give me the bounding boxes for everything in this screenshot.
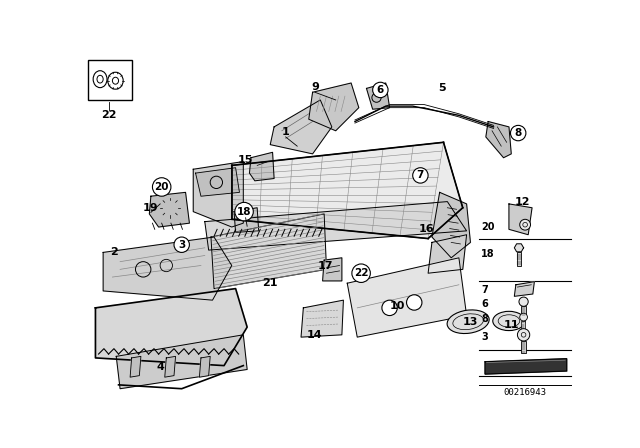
Text: 5: 5 <box>438 82 446 93</box>
Text: 18: 18 <box>481 249 495 259</box>
Bar <box>516 252 521 266</box>
Polygon shape <box>515 244 524 252</box>
Polygon shape <box>200 356 210 377</box>
Text: 7: 7 <box>417 170 424 181</box>
Circle shape <box>372 82 388 98</box>
Bar <box>521 306 526 317</box>
Polygon shape <box>130 356 141 377</box>
Text: 13: 13 <box>463 317 478 327</box>
Text: 15: 15 <box>238 155 253 165</box>
Polygon shape <box>323 258 342 281</box>
Polygon shape <box>164 356 175 377</box>
Text: 9: 9 <box>311 82 319 92</box>
Polygon shape <box>515 282 534 296</box>
Polygon shape <box>367 83 390 109</box>
Polygon shape <box>95 289 247 366</box>
Polygon shape <box>348 258 467 337</box>
Polygon shape <box>301 300 344 337</box>
Bar <box>521 321 525 329</box>
Text: 22: 22 <box>354 268 369 278</box>
Circle shape <box>406 295 422 310</box>
Polygon shape <box>196 168 239 196</box>
Bar <box>88 60 132 100</box>
Text: 6: 6 <box>377 85 384 95</box>
Circle shape <box>174 237 189 252</box>
Polygon shape <box>232 142 463 238</box>
Polygon shape <box>486 121 511 158</box>
Text: 14: 14 <box>307 330 322 340</box>
Text: 3: 3 <box>481 332 488 342</box>
Text: 6: 6 <box>481 299 488 309</box>
Ellipse shape <box>493 311 525 331</box>
Text: 8: 8 <box>481 314 488 324</box>
Polygon shape <box>308 83 359 131</box>
Polygon shape <box>116 335 247 389</box>
Circle shape <box>152 178 171 196</box>
Text: 20: 20 <box>154 182 169 192</box>
Polygon shape <box>509 204 532 235</box>
Text: 8: 8 <box>515 128 522 138</box>
Text: 17: 17 <box>318 261 333 271</box>
Polygon shape <box>193 162 243 227</box>
Text: 12: 12 <box>515 197 531 207</box>
Polygon shape <box>205 202 467 250</box>
Text: 16: 16 <box>419 224 435 234</box>
Polygon shape <box>211 214 326 289</box>
Text: 22: 22 <box>100 110 116 121</box>
Ellipse shape <box>447 310 489 333</box>
Circle shape <box>520 313 527 321</box>
Text: 10: 10 <box>390 302 405 311</box>
Bar <box>521 341 526 353</box>
Text: 3: 3 <box>178 240 186 250</box>
Text: 4: 4 <box>156 362 164 372</box>
Text: 21: 21 <box>262 278 278 288</box>
Circle shape <box>519 297 528 306</box>
Circle shape <box>382 300 397 315</box>
Text: 1: 1 <box>282 127 289 137</box>
Polygon shape <box>428 235 467 273</box>
Circle shape <box>520 220 531 230</box>
Polygon shape <box>149 192 189 227</box>
Text: 20: 20 <box>481 222 495 232</box>
Circle shape <box>352 264 371 282</box>
Text: 18: 18 <box>237 207 252 217</box>
Text: 19: 19 <box>143 203 159 213</box>
Circle shape <box>413 168 428 183</box>
Text: 11: 11 <box>504 320 519 330</box>
Polygon shape <box>250 152 274 181</box>
Circle shape <box>235 202 253 221</box>
Circle shape <box>517 329 530 341</box>
Polygon shape <box>234 208 259 233</box>
Text: 7: 7 <box>481 285 488 295</box>
Polygon shape <box>270 100 332 154</box>
Polygon shape <box>432 192 470 258</box>
Text: 2: 2 <box>110 247 118 257</box>
Polygon shape <box>485 359 566 374</box>
Circle shape <box>511 125 526 141</box>
Text: 00216943: 00216943 <box>503 388 546 397</box>
Polygon shape <box>103 237 232 300</box>
